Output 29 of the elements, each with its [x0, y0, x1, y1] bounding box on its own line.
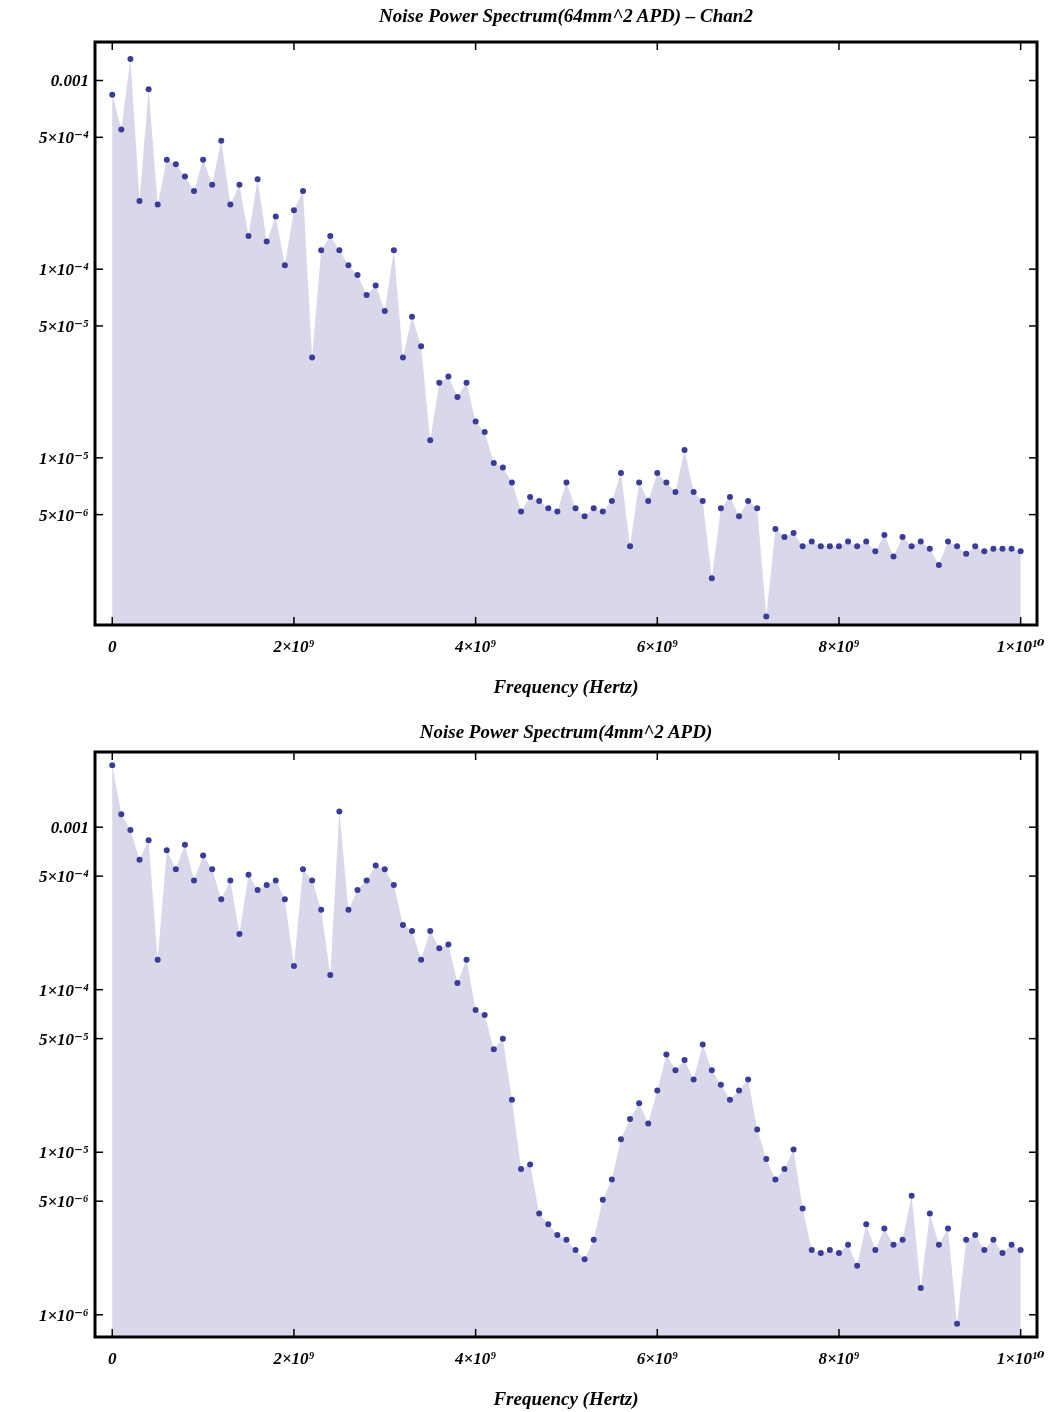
chart-title: Noise Power Spectrum(4mm^2 APD) — [418, 721, 713, 743]
x-tick-label: 1×10¹⁰ — [996, 1349, 1046, 1368]
x-tick-label: 0 — [108, 637, 118, 656]
x-tick-label: 4×10⁹ — [454, 637, 497, 656]
y-tick-label: 5×10⁻⁶ — [38, 505, 90, 525]
y-tick-label: 0.001 — [50, 71, 89, 91]
x-tick-label: 1×10¹⁰ — [996, 637, 1046, 656]
y-tick-label: 1×10⁻⁶ — [38, 1305, 90, 1325]
x-tick-label: 6×10⁹ — [636, 1349, 678, 1368]
y-tick-label: 5×10⁻⁴ — [38, 128, 90, 148]
y-tick-label: 5×10⁻⁶ — [38, 1192, 90, 1212]
y-tick-label: 1×10⁻⁵ — [38, 1143, 90, 1163]
x-tick-label: 2×10⁹ — [272, 1349, 315, 1368]
y-tick-label: 5×10⁻⁴ — [38, 867, 90, 887]
y-tick-label: 1×10⁻⁴ — [38, 260, 90, 280]
x-tick-label: 2×10⁹ — [272, 637, 315, 656]
y-tick-label: 5×10⁻⁵ — [38, 1029, 90, 1049]
x-tick-label: 6×10⁹ — [636, 637, 678, 656]
x-tick-label: 8×10⁹ — [818, 637, 860, 656]
x-tick-label: 4×10⁹ — [454, 1349, 497, 1368]
chart-title: Noise Power Spectrum(64mm^2 APD) – Chan2 — [378, 5, 754, 27]
y-tick-label: 5×10⁻⁵ — [38, 316, 90, 336]
y-tick-label: 0.001 — [50, 818, 89, 838]
x-axis-title: Frequency (Hertz) — [492, 1388, 639, 1410]
x-tick-label: 8×10⁹ — [818, 1349, 860, 1368]
y-tick-label: 1×10⁻⁵ — [38, 448, 90, 468]
x-tick-label: 0 — [108, 1349, 118, 1368]
y-tick-label: 1×10⁻⁴ — [38, 980, 90, 1000]
x-axis-title: Frequency (Hertz) — [492, 676, 639, 698]
